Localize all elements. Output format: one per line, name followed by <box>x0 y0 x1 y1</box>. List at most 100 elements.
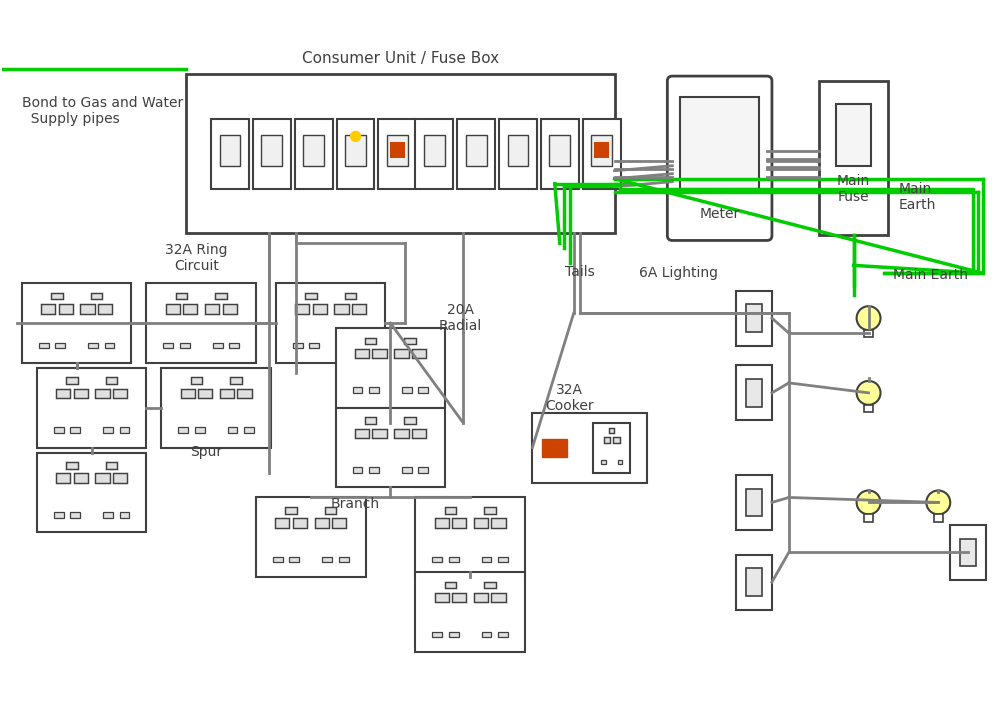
Bar <box>960 538 976 566</box>
Bar <box>372 349 386 359</box>
Bar <box>56 389 70 399</box>
Bar <box>104 343 114 348</box>
Bar <box>543 438 568 456</box>
Bar <box>98 304 112 314</box>
Bar <box>51 293 63 299</box>
Circle shape <box>926 491 950 514</box>
Bar <box>73 473 88 483</box>
Bar <box>402 467 411 473</box>
Bar <box>59 304 73 314</box>
Bar <box>55 343 65 348</box>
Bar <box>736 366 772 420</box>
Bar <box>387 135 407 166</box>
Bar <box>332 518 346 528</box>
Bar <box>106 377 117 384</box>
Bar <box>230 377 241 384</box>
Bar <box>261 135 282 166</box>
Bar <box>593 423 631 473</box>
Text: 32A
Cooker: 32A Cooker <box>546 383 594 413</box>
Bar <box>163 343 173 348</box>
Bar <box>434 518 448 528</box>
Bar <box>344 293 356 299</box>
Bar <box>119 512 129 518</box>
Text: Main
Earth: Main Earth <box>899 182 936 212</box>
Bar <box>295 304 309 314</box>
Bar <box>369 387 379 393</box>
Bar <box>191 377 202 384</box>
Bar <box>354 349 369 359</box>
Bar <box>378 119 416 189</box>
Bar <box>285 507 296 513</box>
Bar <box>618 460 623 463</box>
Bar <box>39 343 49 348</box>
Bar <box>354 429 369 438</box>
Bar <box>334 304 348 314</box>
Bar <box>434 593 448 602</box>
Bar <box>103 512 113 518</box>
Bar <box>244 427 254 433</box>
Bar <box>222 304 237 314</box>
Bar <box>336 119 374 189</box>
Bar <box>106 462 117 468</box>
Bar <box>415 498 525 577</box>
Bar <box>342 343 352 348</box>
Bar <box>481 632 491 637</box>
Bar <box>276 283 385 363</box>
Bar <box>352 304 366 314</box>
Bar <box>41 304 55 314</box>
Bar <box>950 525 986 580</box>
Bar <box>253 119 291 189</box>
Bar <box>369 467 379 473</box>
Bar <box>746 568 762 596</box>
Bar <box>484 507 495 513</box>
Text: 20A
Radial: 20A Radial <box>438 303 481 333</box>
Bar <box>88 343 98 348</box>
Bar <box>452 518 466 528</box>
Text: Spur: Spur <box>190 445 222 458</box>
Bar <box>211 119 249 189</box>
Bar <box>352 467 362 473</box>
Bar <box>508 135 529 166</box>
Bar <box>390 143 404 158</box>
Bar <box>746 304 762 332</box>
Bar <box>161 368 271 448</box>
Bar <box>195 427 204 433</box>
Bar <box>423 135 444 166</box>
Bar <box>183 304 197 314</box>
Text: Bond to Gas and Water
  Supply pipes: Bond to Gas and Water Supply pipes <box>22 96 183 126</box>
Bar <box>604 437 611 443</box>
Bar <box>411 349 426 359</box>
Bar <box>275 518 289 528</box>
Bar <box>498 632 508 637</box>
Bar <box>54 427 64 433</box>
Bar <box>498 557 508 563</box>
Bar <box>418 387 428 393</box>
Circle shape <box>857 381 881 405</box>
Bar <box>176 293 187 299</box>
Bar <box>864 405 873 412</box>
Bar <box>314 518 328 528</box>
Bar <box>550 135 571 166</box>
Bar <box>70 427 80 433</box>
Bar <box>215 293 226 299</box>
Bar <box>95 389 110 399</box>
Text: 6A Lighting: 6A Lighting <box>640 267 719 280</box>
Bar <box>499 119 537 189</box>
Bar <box>95 473 110 483</box>
Bar <box>491 518 506 528</box>
Bar <box>404 337 415 344</box>
Bar <box>113 389 127 399</box>
Text: Main Earth: Main Earth <box>894 268 968 282</box>
Bar <box>335 408 445 488</box>
Bar <box>491 593 506 602</box>
Bar <box>146 283 256 363</box>
Bar <box>864 514 873 521</box>
Bar <box>70 512 80 518</box>
Bar <box>22 283 131 363</box>
Bar <box>293 343 302 348</box>
Bar <box>66 377 77 384</box>
Bar <box>91 293 102 299</box>
Bar <box>273 557 283 563</box>
Bar <box>432 632 442 637</box>
Bar <box>303 135 324 166</box>
